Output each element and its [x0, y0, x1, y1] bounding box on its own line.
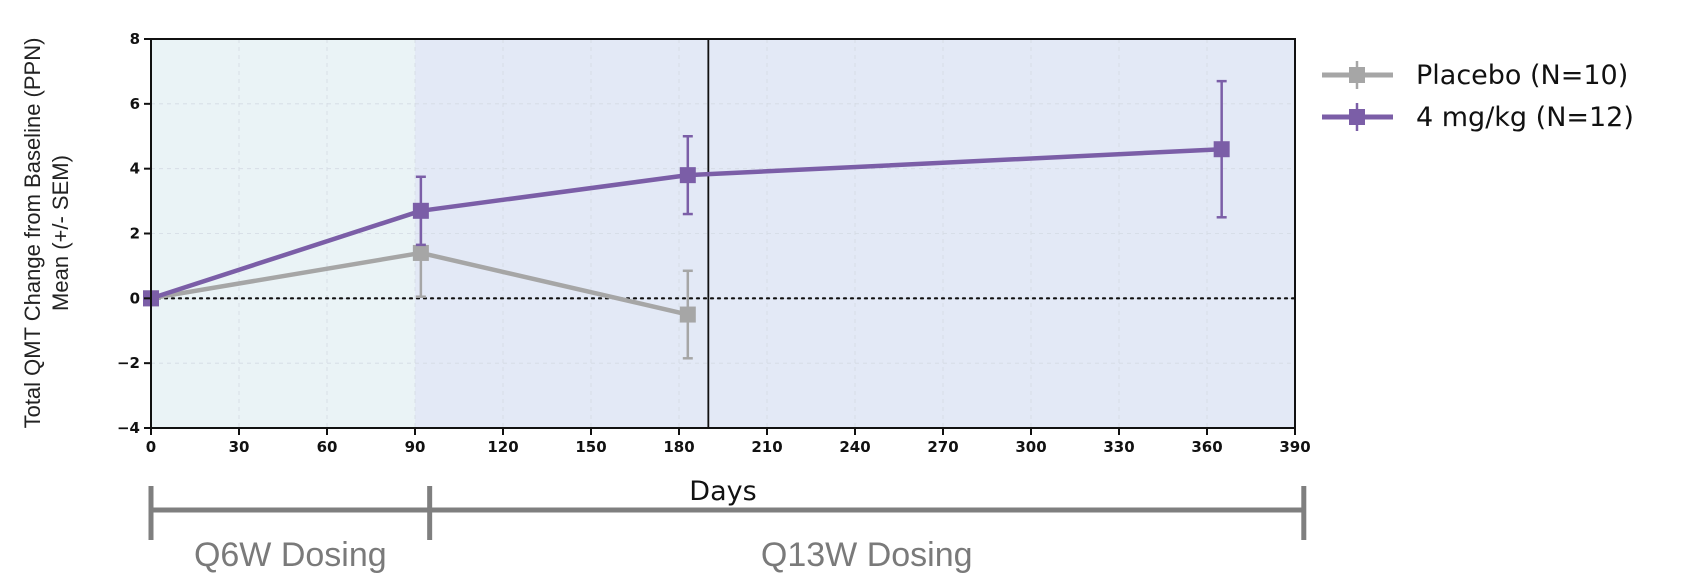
y-tick-label: 6 [130, 95, 140, 113]
x-tick-label: 90 [405, 438, 426, 456]
x-tick-label: 240 [839, 438, 870, 456]
y-tick-label: 0 [130, 289, 140, 307]
y-tick-label: 2 [130, 225, 140, 243]
axis-ticks: 0 30 60 90 120 150 180 210 240 270 300 330 360 390−4−… [117, 30, 1311, 456]
legend-label: 4 mg/kg (N=12) [1416, 102, 1634, 133]
legend: Placebo (N=10) 4 mg/kg (N=12) [1322, 60, 1634, 133]
x-tick-label: 210 [751, 438, 782, 456]
x-tick-label: 300 [1015, 438, 1046, 456]
data-point [1213, 141, 1230, 158]
legend-label: Placebo (N=10) [1416, 60, 1628, 91]
x-tick-label: 330 [1103, 438, 1134, 456]
x-tick-label: 390 [1279, 438, 1310, 456]
y-axis-title-line-2: Mean (+/- SEM) [48, 155, 73, 311]
dosing-label-1: Q6W Dosing [194, 536, 387, 574]
x-tick-label: 30 [229, 438, 250, 456]
y-tick-label: −2 [117, 354, 140, 372]
data-point [679, 306, 696, 323]
y-tick-label: −4 [117, 419, 140, 437]
data-point [679, 167, 696, 184]
legend-marker [1349, 67, 1365, 83]
x-tick-label: 150 [575, 438, 606, 456]
data-point [412, 244, 429, 261]
y-axis-title: Total QMT Change from Baseline (PPN) Mea… [20, 38, 73, 429]
y-tick-label: 8 [130, 30, 140, 48]
x-tick-label: 180 [663, 438, 694, 456]
series-line [150, 146, 1222, 301]
x-tick-label: 0 [146, 438, 156, 456]
dosing-schedule: Q6W Dosing Q13W Dosing [148, 486, 1307, 574]
y-axis-title-line-1: Total QMT Change from Baseline (PPN) [20, 38, 45, 429]
x-tick-label: 360 [1191, 438, 1222, 456]
x-tick-label: 270 [927, 438, 958, 456]
dosing-label-2: Q13W Dosing [761, 536, 973, 574]
x-axis-title: Days [689, 476, 756, 507]
gridlines [150, 38, 1296, 429]
series-2 [143, 79, 1230, 307]
y-tick-label: 4 [130, 160, 140, 178]
legend-entry-2: 4 mg/kg (N=12) [1322, 102, 1634, 133]
legend-entry-1: Placebo (N=10) [1322, 60, 1628, 91]
reference-lines [149, 39, 1297, 428]
data-point [412, 202, 429, 219]
x-tick-label: 60 [317, 438, 338, 456]
x-tick-label: 120 [487, 438, 518, 456]
legend-marker [1349, 109, 1365, 125]
